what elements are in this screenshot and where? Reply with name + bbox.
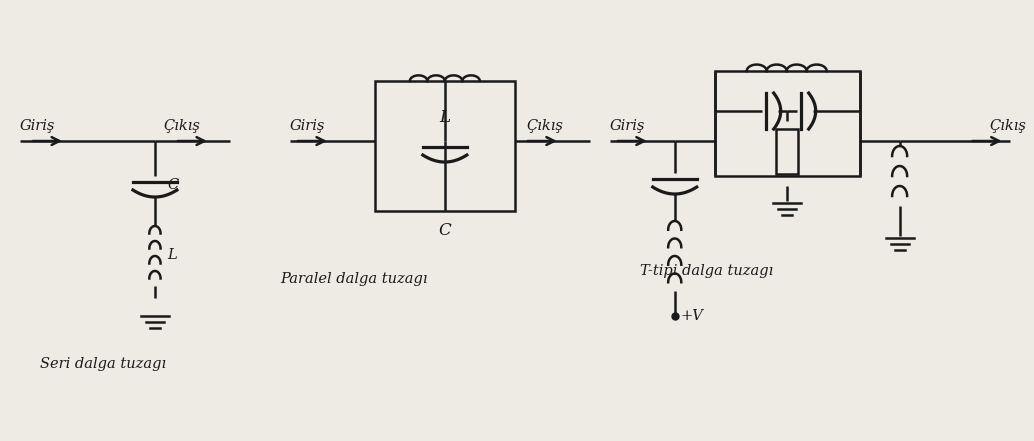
Text: L: L — [166, 248, 177, 262]
Text: T-tipi dalga tuzagı: T-tipi dalga tuzagı — [640, 264, 773, 278]
Text: Çıkış: Çıkış — [990, 119, 1027, 133]
Text: C: C — [166, 178, 178, 192]
Text: Giriş: Giriş — [20, 119, 56, 133]
Text: Giriş: Giriş — [290, 119, 326, 133]
Text: Çıkış: Çıkış — [526, 119, 564, 133]
Text: C: C — [438, 222, 452, 239]
Text: L: L — [438, 109, 450, 126]
Text: Giriş: Giriş — [610, 119, 645, 133]
Text: Seri dalga tuzagı: Seri dalga tuzagı — [40, 357, 166, 371]
Text: Paralel dalga tuzagı: Paralel dalga tuzagı — [280, 272, 427, 286]
Bar — [776, 128, 797, 173]
Text: Çıkış: Çıkış — [163, 119, 200, 133]
Text: +V: +V — [680, 309, 703, 323]
Bar — [375, 81, 515, 211]
Bar — [714, 71, 859, 176]
